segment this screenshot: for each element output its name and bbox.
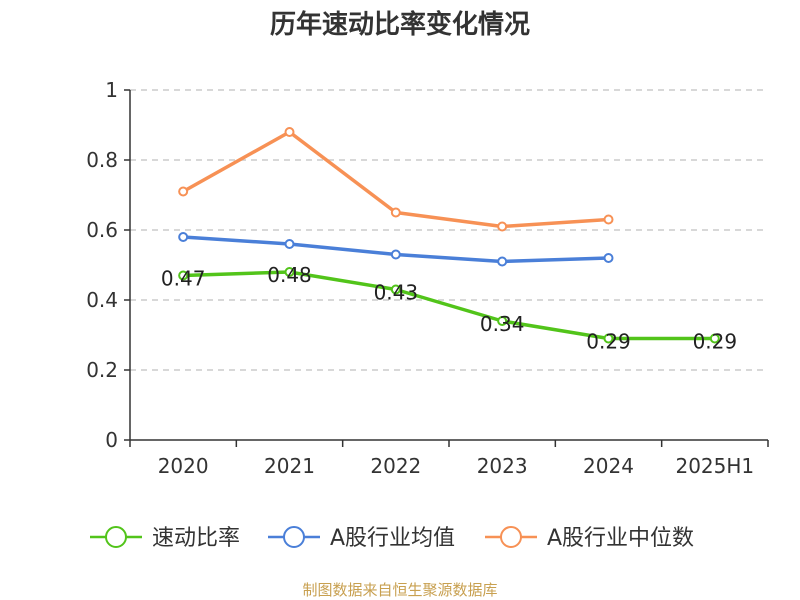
series-0	[178, 267, 720, 344]
data-point	[284, 127, 295, 137]
y-tick-label: 0.6	[86, 218, 118, 242]
data-point	[497, 221, 508, 232]
series-2	[178, 127, 614, 232]
data-point	[284, 239, 295, 249]
data-point	[390, 207, 401, 218]
legend-label: A股行业中位数	[547, 526, 694, 551]
y-tick-label: 0.8	[86, 148, 118, 172]
x-tick-label: 2020	[158, 454, 209, 478]
source-note: 制图数据来自恒生聚源数据库	[302, 581, 497, 599]
data-label: 0.29	[586, 330, 631, 354]
y-tick-label: 0	[105, 428, 118, 452]
legend-marker	[105, 526, 127, 548]
legend-marker	[283, 526, 305, 548]
data-point	[497, 316, 508, 326]
legend-item-0[interactable]: 速动比率	[90, 526, 240, 551]
series-group	[178, 127, 720, 344]
data-label: 0.48	[267, 263, 312, 287]
data-point	[390, 284, 401, 295]
x-tick-label: 2022	[370, 454, 421, 478]
data-label: 0.29	[693, 330, 738, 354]
data-point	[603, 253, 614, 263]
x-tick-label: 2024	[583, 454, 634, 478]
y-tick-label: 1	[105, 78, 118, 102]
data-point	[603, 214, 614, 225]
data-point	[603, 333, 614, 344]
data-point	[178, 186, 189, 197]
chart-title: 历年速动比率变化情况	[270, 9, 530, 40]
data-label: 0.47	[161, 267, 206, 291]
grid	[130, 89, 768, 371]
legend-item-2[interactable]: A股行业中位数	[485, 526, 694, 551]
data-labels: 0.47 0.48 0.43 0.34 0.29 0.29	[161, 263, 737, 354]
legend-label: 速动比率	[152, 526, 240, 551]
series-line	[183, 270, 715, 341]
legend-item-1[interactable]: A股行业均值	[268, 526, 455, 551]
data-label: 0.34	[480, 312, 525, 336]
x-tick-label: 2025H1	[675, 454, 754, 478]
data-point	[390, 249, 401, 260]
data-point	[178, 232, 189, 242]
x-tick-label: 2021	[264, 454, 315, 478]
legend-label: A股行业均值	[330, 526, 455, 551]
axes: 0 0.2 0.4 0.6 0.8 1 2020 2021 2022 2023 2024 2025H1	[86, 78, 769, 478]
data-point	[284, 267, 295, 277]
x-tick-label: 2023	[477, 454, 528, 478]
y-tick-label: 0.2	[86, 358, 118, 382]
data-point	[497, 256, 508, 267]
y-tick-label: 0.4	[86, 288, 118, 312]
data-label: 0.43	[374, 281, 419, 305]
series-1	[178, 232, 614, 267]
data-point	[178, 270, 189, 281]
data-point	[709, 333, 720, 344]
legend-marker	[500, 526, 522, 548]
legend[interactable]: 速动比率 A股行业均值 A股行业中位数	[90, 526, 694, 551]
